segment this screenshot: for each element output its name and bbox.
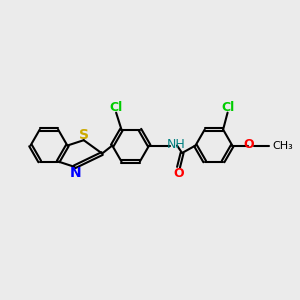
Text: S: S (79, 128, 89, 142)
Text: O: O (173, 167, 184, 180)
Text: Cl: Cl (110, 101, 123, 114)
Text: NH: NH (167, 138, 186, 151)
Text: O: O (243, 138, 254, 152)
Text: N: N (69, 166, 81, 180)
Text: CH₃: CH₃ (273, 140, 293, 151)
Text: Cl: Cl (221, 101, 234, 114)
